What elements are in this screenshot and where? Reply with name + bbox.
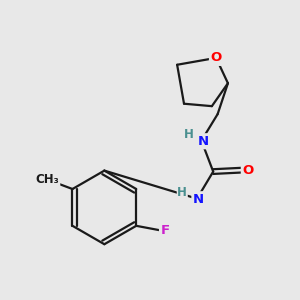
Text: H: H: [177, 186, 187, 199]
Text: F: F: [160, 224, 170, 237]
Text: N: N: [197, 135, 208, 148]
Text: O: O: [242, 164, 253, 177]
Text: O: O: [211, 51, 222, 64]
Text: CH₃: CH₃: [36, 173, 59, 186]
Text: N: N: [193, 193, 204, 206]
Text: H: H: [184, 128, 194, 141]
